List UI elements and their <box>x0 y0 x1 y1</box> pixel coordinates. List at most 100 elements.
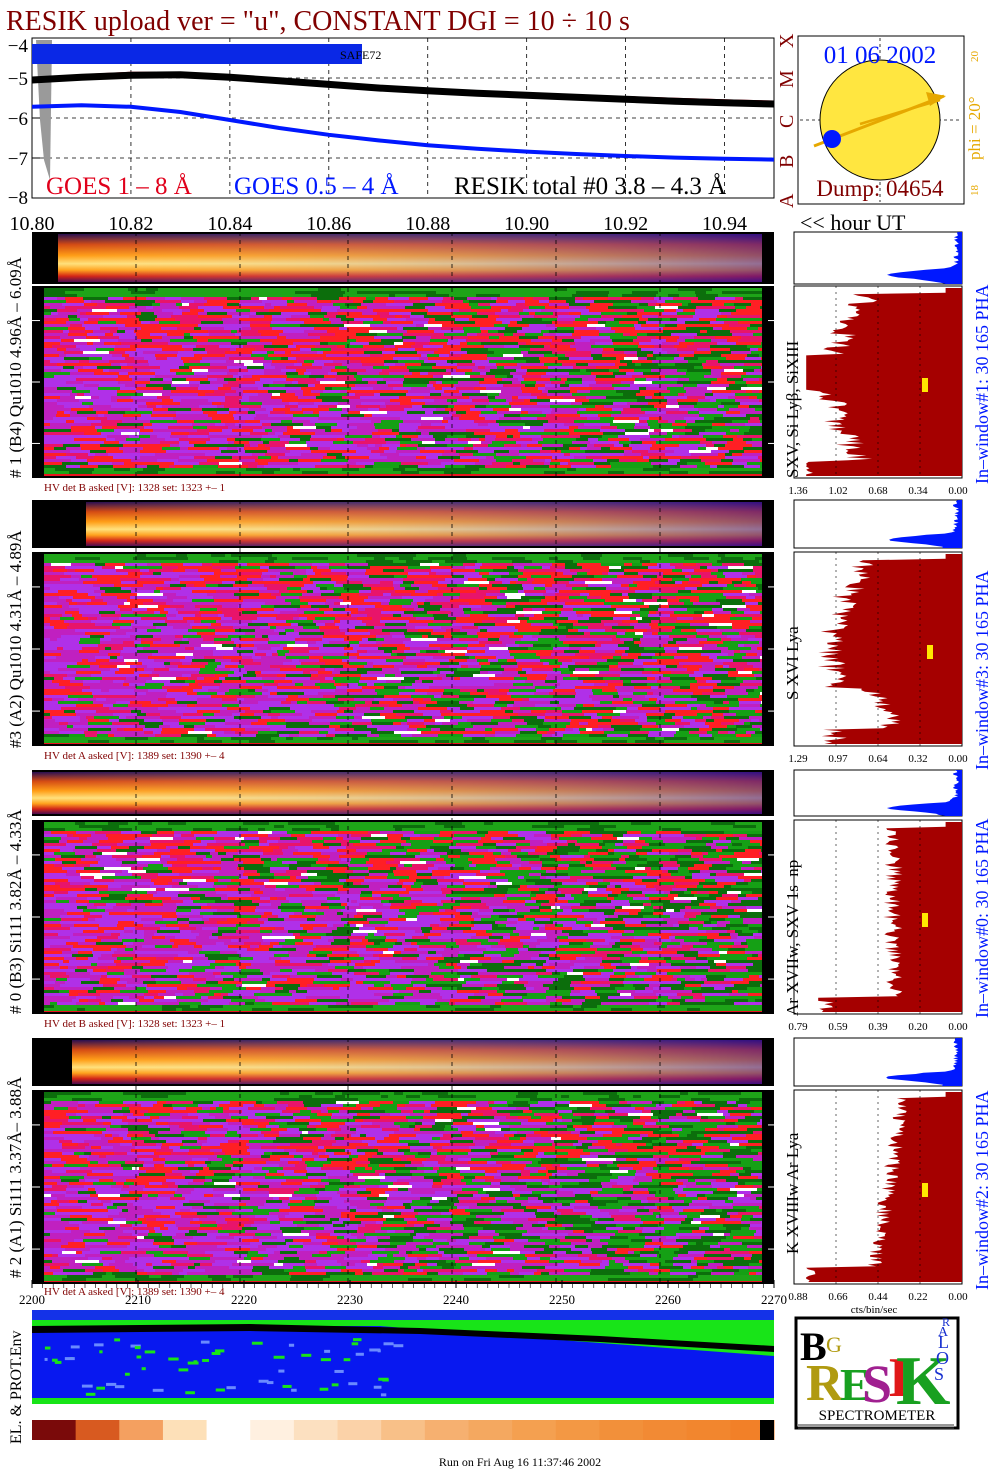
spectrum-pixel <box>486 387 510 390</box>
spectrum-pixel <box>374 294 389 297</box>
spectrum-pixel <box>386 417 400 420</box>
spectrum-pixel <box>485 435 496 438</box>
spectrum-pixel <box>363 584 377 587</box>
spectrum-pixel <box>238 701 258 704</box>
spectrum-pixel <box>722 327 747 330</box>
spectrum-pixel <box>315 572 321 575</box>
spectrum-pixel <box>83 680 100 683</box>
spectrum-pixel <box>729 300 750 303</box>
spectrum-pixel <box>318 692 334 695</box>
spectrum-pixel <box>222 611 242 614</box>
spectrum-pixel <box>637 336 656 339</box>
spectrum-pixel <box>343 599 364 602</box>
spectrum-pixel <box>663 575 685 578</box>
spectrum-pixel <box>651 689 665 692</box>
spectrum-pixel <box>521 447 542 450</box>
spectrum-pixel <box>316 641 329 644</box>
spectrum-pixel <box>449 665 461 668</box>
spectrum-pixel <box>76 387 98 390</box>
spectrum-pixel <box>345 291 357 294</box>
spectrum-pixel <box>545 587 572 590</box>
spectrum-pixel <box>248 623 268 626</box>
spectrum-pixel <box>94 569 116 572</box>
spectrum-pixel <box>689 674 703 677</box>
spectrum-pixel <box>623 683 647 686</box>
spectrum-pixel <box>428 420 442 423</box>
spectrum-pixel <box>432 560 445 563</box>
spectrum-pixel <box>280 471 302 474</box>
spectrum-pixel <box>57 297 65 300</box>
spectrum-pixel <box>623 408 630 411</box>
spectrum-pixel <box>313 590 334 593</box>
spectrum-pixel <box>193 348 205 351</box>
spectrum-pixel <box>87 602 107 605</box>
spectrum-pixel <box>374 671 401 674</box>
spectrum-pixel <box>193 426 207 429</box>
spectrum-pixel <box>545 384 560 387</box>
spectrum-pixel <box>367 306 386 309</box>
spectrum-pixel <box>508 300 525 303</box>
spectrum-pixel <box>496 459 512 462</box>
spectrum-pixel <box>430 566 452 569</box>
spectrum-pixel <box>616 357 624 360</box>
spectrum-pixel <box>626 354 637 357</box>
spectrum-pixel <box>168 360 183 363</box>
spectrum-pixel <box>591 471 608 474</box>
spectrum-pixel <box>175 698 197 701</box>
spectrum-pixel <box>698 686 713 689</box>
spectrum-pixel <box>503 563 513 566</box>
spectrum-pixel <box>97 303 115 306</box>
spectrum-pixel <box>170 584 186 587</box>
spectrum-pixel <box>369 357 393 360</box>
spectrum-pixel <box>460 629 480 632</box>
spectrum-pixel <box>335 680 359 683</box>
spectrum-pixel <box>389 294 395 297</box>
spectrum-pixel <box>211 554 225 557</box>
spectrum-pixel <box>519 345 544 348</box>
spectrum-pixel <box>474 623 481 626</box>
spectrum-pixel <box>654 297 673 300</box>
spectrum-pixel <box>293 671 303 674</box>
spectrum-pixel <box>152 677 176 680</box>
spectrum-pixel <box>667 426 685 429</box>
spectrum-pixel <box>90 635 104 638</box>
spectrum-pixel <box>44 587 50 590</box>
spectrum-pixel <box>489 360 513 363</box>
spectrum-pixel <box>182 312 198 315</box>
spectrum-pixel <box>500 635 509 638</box>
spectrum-pixel <box>693 692 702 695</box>
spectrum-pixel <box>346 572 365 575</box>
spectrum-pixel <box>65 590 77 593</box>
spectrum-pixel <box>280 438 300 441</box>
spectrum-pixel <box>324 363 342 366</box>
spectrum-pixel <box>519 599 529 602</box>
spectrum-pixel <box>431 336 445 339</box>
spectrum-pixel <box>595 342 613 345</box>
spectrum-pixel <box>437 674 446 677</box>
spectrum-pixel <box>533 644 551 647</box>
spectrum-pixel <box>99 650 121 653</box>
spectrum-pixel <box>274 560 297 563</box>
spectrum-pixel <box>205 453 219 456</box>
spectrum-pixel <box>300 324 325 327</box>
spectrum-pixel <box>684 357 698 360</box>
spectrum-pixel <box>688 471 703 474</box>
spectrum-pixel <box>653 366 670 369</box>
spectrum-pixel <box>677 399 698 402</box>
spectrum-pixel <box>64 572 89 575</box>
spectrum-pixel <box>656 441 668 444</box>
spectrum-pixel <box>315 656 323 659</box>
spectrum-pixel <box>320 381 345 384</box>
spectrum-pixel <box>527 291 538 294</box>
spectrum-pixel <box>152 632 174 635</box>
spectrum-pixel <box>481 665 501 668</box>
spectrum-pixel <box>734 686 758 689</box>
spectrum-pixel <box>577 372 591 375</box>
spectrum-pixel <box>235 438 261 441</box>
spectrum-pixel <box>369 456 387 459</box>
spectrum-pixel <box>234 435 247 438</box>
spectrum-pixel <box>235 471 248 474</box>
spectrum-pixel <box>366 560 393 563</box>
spectrum-pixel <box>717 644 738 647</box>
spectrum-pixel <box>697 402 721 405</box>
